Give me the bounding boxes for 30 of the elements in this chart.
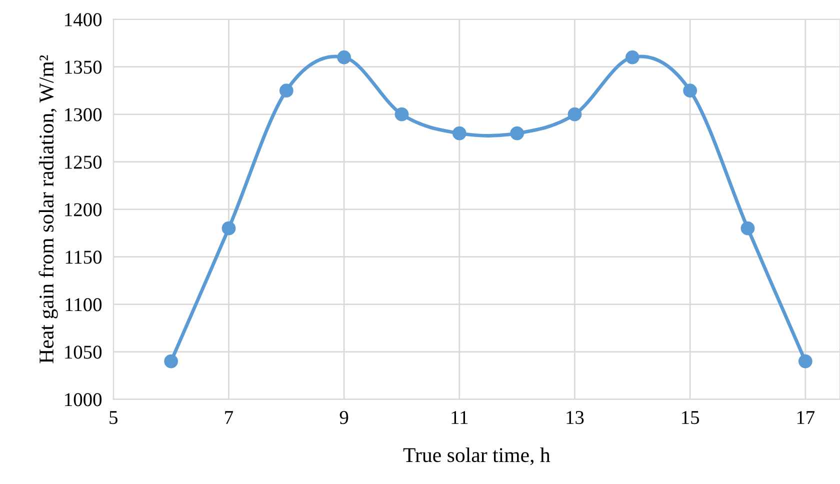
point <box>740 221 755 236</box>
point <box>337 50 352 64</box>
y-tick-label: 1150 <box>66 250 102 264</box>
point <box>568 107 582 122</box>
x-tick-label: 11 <box>452 411 468 424</box>
y-tick-label: 1100 <box>66 298 102 312</box>
point <box>222 221 236 236</box>
point <box>164 354 178 368</box>
x-tick-label: 7 <box>225 411 234 424</box>
x-tick-label: 5 <box>110 411 118 424</box>
point <box>452 126 466 140</box>
point <box>683 84 698 98</box>
y-tick-label: 1200 <box>65 203 102 216</box>
x-axis-title: True solar time, h <box>403 447 550 466</box>
y-axis-title: Heat gain from solar radiation, W/m² <box>38 55 58 364</box>
y-tick-label: 1250 <box>65 156 102 169</box>
y-tick-label: 1400 <box>65 13 102 26</box>
point <box>510 126 524 140</box>
point <box>625 50 640 64</box>
point <box>279 84 294 98</box>
y-tick-label: 1350 <box>65 60 102 74</box>
point <box>394 107 409 122</box>
x-tick-label: 9 <box>340 411 348 424</box>
y-tick-label: 1000 <box>65 393 102 406</box>
x-tick-label: 13 <box>566 411 584 424</box>
point <box>798 354 812 368</box>
y-tick-label: 1050 <box>65 346 102 359</box>
x-tick-label: 17 <box>797 411 815 424</box>
y-tick-label: 1300 <box>65 108 102 122</box>
x-tick-label: 15 <box>682 411 700 424</box>
